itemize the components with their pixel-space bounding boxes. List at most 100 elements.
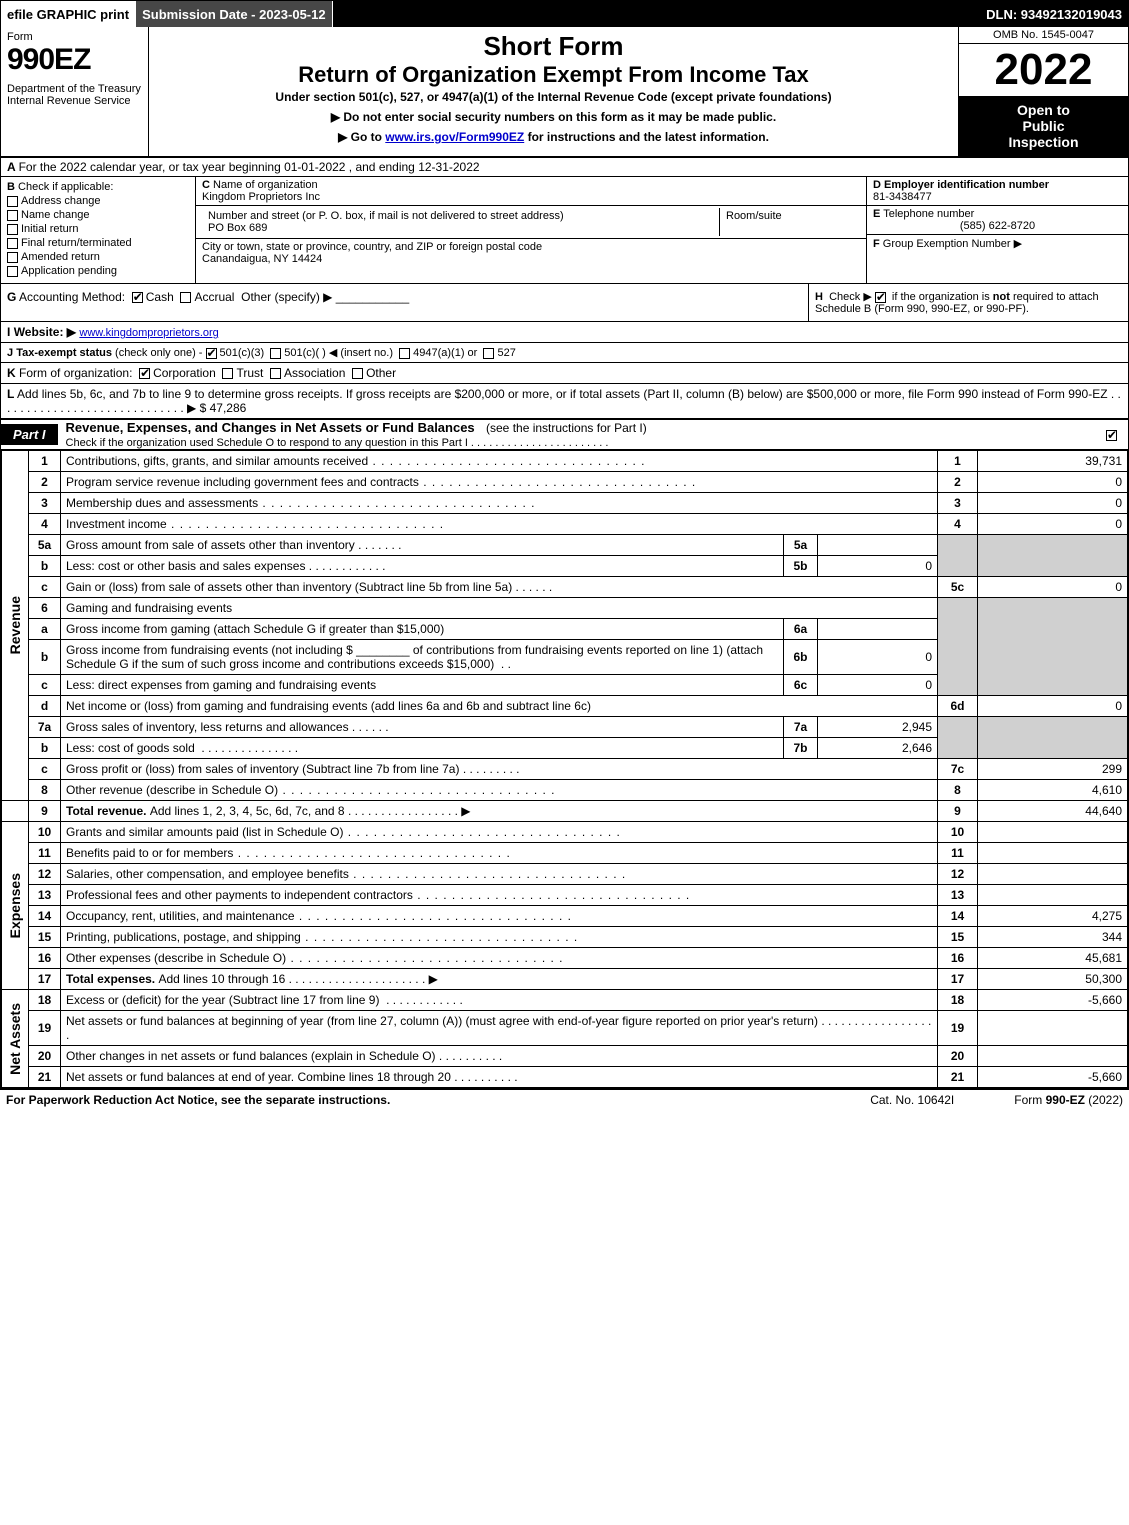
n-10: 10 bbox=[938, 822, 978, 843]
website-link[interactable]: www.kingdomproprietors.org bbox=[79, 327, 218, 339]
e-cell: E Telephone number (585) 622-8720 bbox=[867, 206, 1128, 235]
goto-post: for instructions and the latest informat… bbox=[524, 130, 769, 144]
sl-7a: 7a bbox=[784, 717, 818, 738]
n-7c: 7c bbox=[938, 759, 978, 780]
e-cap: E bbox=[873, 208, 880, 220]
sv-5a bbox=[818, 535, 938, 556]
g-accrual: Accrual bbox=[194, 290, 234, 304]
d-2: Program service revenue including govern… bbox=[61, 472, 938, 493]
k-trust-check[interactable] bbox=[222, 368, 233, 379]
a-15: 344 bbox=[978, 927, 1128, 948]
d-3: Membership dues and assessments bbox=[61, 493, 938, 514]
d-9: Total revenue. Add lines 1, 2, 3, 4, 5c,… bbox=[61, 801, 938, 822]
footer: For Paperwork Reduction Act Notice, see … bbox=[0, 1089, 1129, 1110]
c-cap: C bbox=[202, 179, 210, 191]
ln-2: 2 bbox=[29, 472, 61, 493]
ln-13: 13 bbox=[29, 885, 61, 906]
g-cell: G Accounting Method: Cash Accrual Other … bbox=[1, 284, 808, 321]
a-20 bbox=[978, 1046, 1128, 1067]
ln-20: 20 bbox=[29, 1046, 61, 1067]
c-name-row: C Name of organization Kingdom Proprieto… bbox=[196, 177, 866, 206]
ln-21: 21 bbox=[29, 1067, 61, 1088]
k-other-check[interactable] bbox=[352, 368, 363, 379]
g-cap: G bbox=[7, 290, 16, 304]
form-number: 990EZ bbox=[7, 43, 142, 77]
ln-3: 3 bbox=[29, 493, 61, 514]
d-18: Excess or (deficit) for the year (Subtra… bbox=[61, 990, 938, 1011]
part-i-tab: Part I bbox=[1, 424, 58, 445]
ln-9: 9 bbox=[29, 801, 61, 822]
j-501c3-check[interactable] bbox=[206, 348, 217, 359]
ln-14: 14 bbox=[29, 906, 61, 927]
n-17: 17 bbox=[938, 969, 978, 990]
part-i-check[interactable] bbox=[1106, 428, 1128, 442]
topbar: efile GRAPHIC print Submission Date - 20… bbox=[1, 1, 1128, 27]
d-6d: Net income or (loss) from gaming and fun… bbox=[61, 696, 938, 717]
ln-7b: b bbox=[29, 738, 61, 759]
b-opt-address[interactable]: Address change bbox=[7, 195, 189, 207]
ln-19: 19 bbox=[29, 1011, 61, 1046]
n-13: 13 bbox=[938, 885, 978, 906]
i-label: Website: ▶ bbox=[14, 325, 76, 339]
h-check[interactable] bbox=[875, 292, 886, 303]
c-room-label: Room/suite bbox=[726, 210, 782, 222]
a-cap: A bbox=[7, 160, 15, 174]
k-assoc-check[interactable] bbox=[270, 368, 281, 379]
j-o4: 527 bbox=[497, 347, 515, 359]
g-label: Accounting Method: bbox=[19, 290, 125, 304]
a-16: 45,681 bbox=[978, 948, 1128, 969]
j-501c-check[interactable] bbox=[270, 348, 281, 359]
footer-right: Form 990-EZ (2022) bbox=[1014, 1093, 1123, 1107]
vcol-gap1 bbox=[2, 801, 29, 822]
d-7a: Gross sales of inventory, less returns a… bbox=[61, 717, 784, 738]
section-b-to-f: B Check if applicable: Address change Na… bbox=[1, 177, 1128, 284]
ln-10: 10 bbox=[29, 822, 61, 843]
efile-print[interactable]: efile GRAPHIC print bbox=[1, 1, 136, 27]
ln-6: 6 bbox=[29, 598, 61, 619]
j-o3: 4947(a)(1) or bbox=[413, 347, 477, 359]
j-4947-check[interactable] bbox=[399, 348, 410, 359]
n-3: 3 bbox=[938, 493, 978, 514]
b-opt-name[interactable]: Name change bbox=[7, 209, 189, 221]
b-opt-final[interactable]: Final return/terminated bbox=[7, 237, 189, 249]
b-opt-pending[interactable]: Application pending bbox=[7, 265, 189, 277]
j-527-check[interactable] bbox=[483, 348, 494, 359]
row-g-h: G Accounting Method: Cash Accrual Other … bbox=[1, 284, 1128, 322]
b-opt-amended[interactable]: Amended return bbox=[7, 251, 189, 263]
a-13 bbox=[978, 885, 1128, 906]
c-room: Room/suite bbox=[720, 208, 860, 236]
g-accrual-check[interactable] bbox=[180, 292, 191, 303]
b-opt-initial[interactable]: Initial return bbox=[7, 223, 189, 235]
part-i-header: Part I Revenue, Expenses, and Changes in… bbox=[1, 419, 1128, 450]
b-cap: B bbox=[7, 181, 15, 193]
ln-6d: d bbox=[29, 696, 61, 717]
d-12: Salaries, other compensation, and employ… bbox=[61, 864, 938, 885]
d-16: Other expenses (describe in Schedule O) bbox=[61, 948, 938, 969]
title-return: Return of Organization Exempt From Incom… bbox=[157, 62, 950, 88]
ln-5a: 5a bbox=[29, 535, 61, 556]
ln-6b: b bbox=[29, 640, 61, 675]
irs-link[interactable]: www.irs.gov/Form990EZ bbox=[385, 130, 524, 144]
h-not: not bbox=[993, 291, 1010, 303]
n-19: 19 bbox=[938, 1011, 978, 1046]
d-6c: Less: direct expenses from gaming and fu… bbox=[61, 675, 784, 696]
part-i-sub: Check if the organization used Schedule … bbox=[58, 437, 609, 449]
g-cash-check[interactable] bbox=[132, 292, 143, 303]
footer-left: For Paperwork Reduction Act Notice, see … bbox=[6, 1093, 390, 1107]
k-corp-check[interactable] bbox=[139, 368, 150, 379]
omb-number: OMB No. 1545-0047 bbox=[959, 27, 1128, 44]
d-19: Net assets or fund balances at beginning… bbox=[61, 1011, 938, 1046]
open-l2: Public bbox=[963, 118, 1124, 134]
open-l1: Open to bbox=[963, 102, 1124, 118]
k-cap: K bbox=[7, 366, 16, 380]
d-13: Professional fees and other payments to … bbox=[61, 885, 938, 906]
k-o4: Other bbox=[366, 366, 396, 380]
ln-7c: c bbox=[29, 759, 61, 780]
header-mid: Short Form Return of Organization Exempt… bbox=[149, 27, 958, 156]
sv-6c: 0 bbox=[818, 675, 938, 696]
open-to-public: Open to Public Inspection bbox=[959, 96, 1128, 156]
ln-1: 1 bbox=[29, 451, 61, 472]
e-label: Telephone number bbox=[883, 208, 974, 220]
a-21: -5,660 bbox=[978, 1067, 1128, 1088]
sv-6b: 0 bbox=[818, 640, 938, 675]
